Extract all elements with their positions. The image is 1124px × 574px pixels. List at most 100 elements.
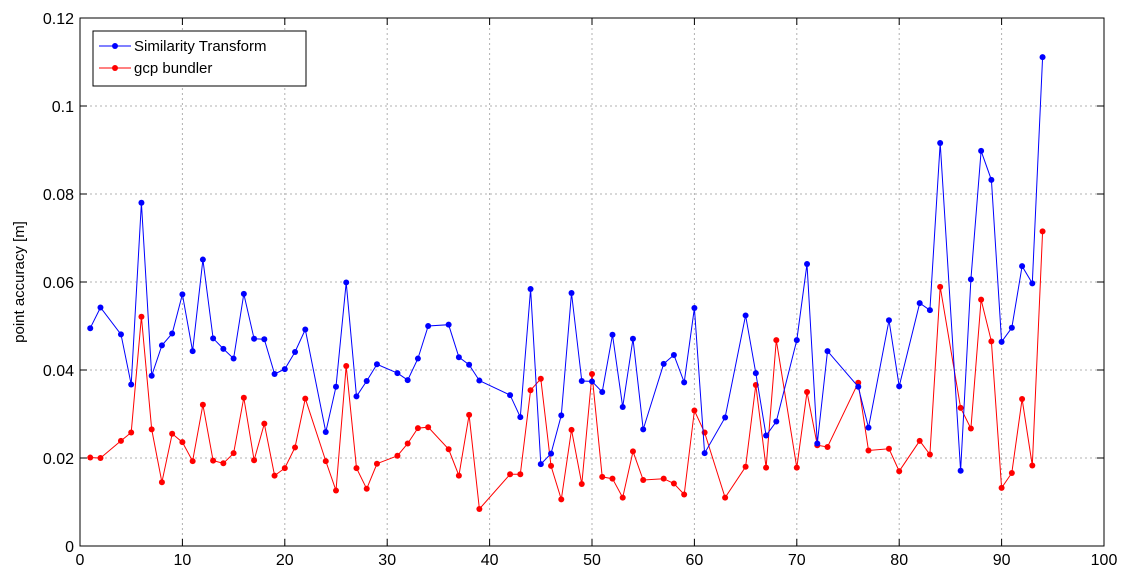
data-point: [281, 465, 288, 472]
data-point: [1039, 54, 1046, 61]
grid: [80, 18, 1104, 546]
data-point: [169, 430, 176, 437]
x-tick-label: 70: [788, 552, 806, 569]
x-tick-label: 10: [174, 552, 192, 569]
data-point: [967, 425, 974, 432]
data-point: [926, 451, 933, 458]
x-tick-label: 30: [378, 552, 396, 569]
data-point: [404, 440, 411, 447]
data-point: [681, 491, 688, 498]
data-point: [855, 383, 862, 390]
data-point: [220, 345, 227, 352]
data-point: [670, 352, 677, 359]
data-point: [660, 360, 667, 367]
data-point: [885, 317, 892, 324]
data-point: [988, 176, 995, 183]
data-point: [292, 444, 299, 451]
data-point: [548, 462, 555, 469]
data-point: [353, 393, 360, 400]
data-point: [128, 381, 135, 388]
data-point: [455, 354, 462, 361]
data-point: [865, 447, 872, 454]
data-point: [1019, 396, 1026, 403]
series-group: [87, 54, 1046, 513]
data-point: [230, 450, 237, 457]
data-point: [414, 425, 421, 432]
data-point: [404, 377, 411, 384]
legend-marker: [112, 43, 118, 49]
data-point: [527, 387, 534, 394]
data-point: [629, 448, 636, 455]
data-point: [322, 458, 329, 465]
y-tick-label: 0.12: [43, 11, 74, 28]
data-point: [752, 370, 759, 377]
data-point: [865, 424, 872, 431]
data-point: [885, 445, 892, 452]
data-point: [599, 389, 606, 395]
legend-box: [92, 30, 307, 87]
data-point: [978, 296, 985, 303]
data-point: [681, 379, 688, 386]
data-point: [558, 496, 565, 503]
data-point: [148, 372, 155, 379]
data-point: [517, 471, 524, 478]
data-point: [302, 395, 309, 402]
axis-ticks: 0 10 20 30 40 50 60 70 80 90 100 0 0.02 0.04 0.06 0.08 0…: [43, 11, 1118, 569]
data-point: [302, 326, 309, 333]
data-point: [281, 366, 288, 373]
data-point: [568, 290, 575, 296]
data-point: [660, 475, 667, 482]
data-point: [722, 494, 729, 501]
data-point: [261, 420, 268, 427]
y-axis-label: point accuracy [m]: [11, 221, 28, 343]
data-point: [773, 337, 780, 344]
legend-entry: gcp bundler: [99, 60, 212, 77]
data-point: [1029, 280, 1036, 287]
data-point: [814, 440, 821, 447]
legend-label: Similarity Transform: [134, 38, 267, 55]
data-point: [1019, 263, 1026, 270]
data-point: [220, 460, 227, 467]
legend-label: gcp bundler: [134, 60, 212, 77]
data-point: [117, 437, 124, 444]
data-point: [1039, 228, 1046, 235]
data-point: [466, 411, 473, 418]
data-point: [742, 312, 749, 319]
y-tick-label: 0.08: [43, 187, 74, 204]
data-point: [548, 450, 555, 457]
data-point: [691, 304, 698, 311]
data-point: [261, 336, 268, 343]
x-tick-label: 50: [583, 552, 601, 569]
series-2: [87, 228, 1046, 513]
data-point: [476, 506, 483, 513]
data-point: [138, 199, 145, 206]
data-point: [998, 484, 1005, 491]
data-point: [179, 439, 186, 446]
data-point: [896, 383, 903, 390]
data-point: [537, 461, 544, 468]
data-point: [916, 437, 923, 444]
data-point: [138, 313, 145, 320]
data-point: [199, 401, 206, 408]
data-point: [824, 444, 831, 450]
data-point: [558, 412, 565, 419]
x-tick-label: 60: [686, 552, 704, 569]
data-point: [343, 279, 350, 286]
series-line: [89, 57, 1044, 471]
data-point: [97, 304, 104, 311]
data-point: [333, 487, 339, 494]
data-point: [773, 418, 780, 425]
data-point: [179, 291, 186, 298]
data-point: [271, 472, 278, 479]
x-tick-label: 40: [481, 552, 499, 569]
data-point: [998, 338, 1005, 345]
data-point: [619, 403, 626, 410]
data-point: [957, 404, 964, 411]
data-point: [527, 286, 534, 293]
series-1: [87, 54, 1046, 474]
data-point: [455, 472, 462, 479]
data-point: [373, 361, 380, 368]
data-point: [589, 378, 595, 385]
